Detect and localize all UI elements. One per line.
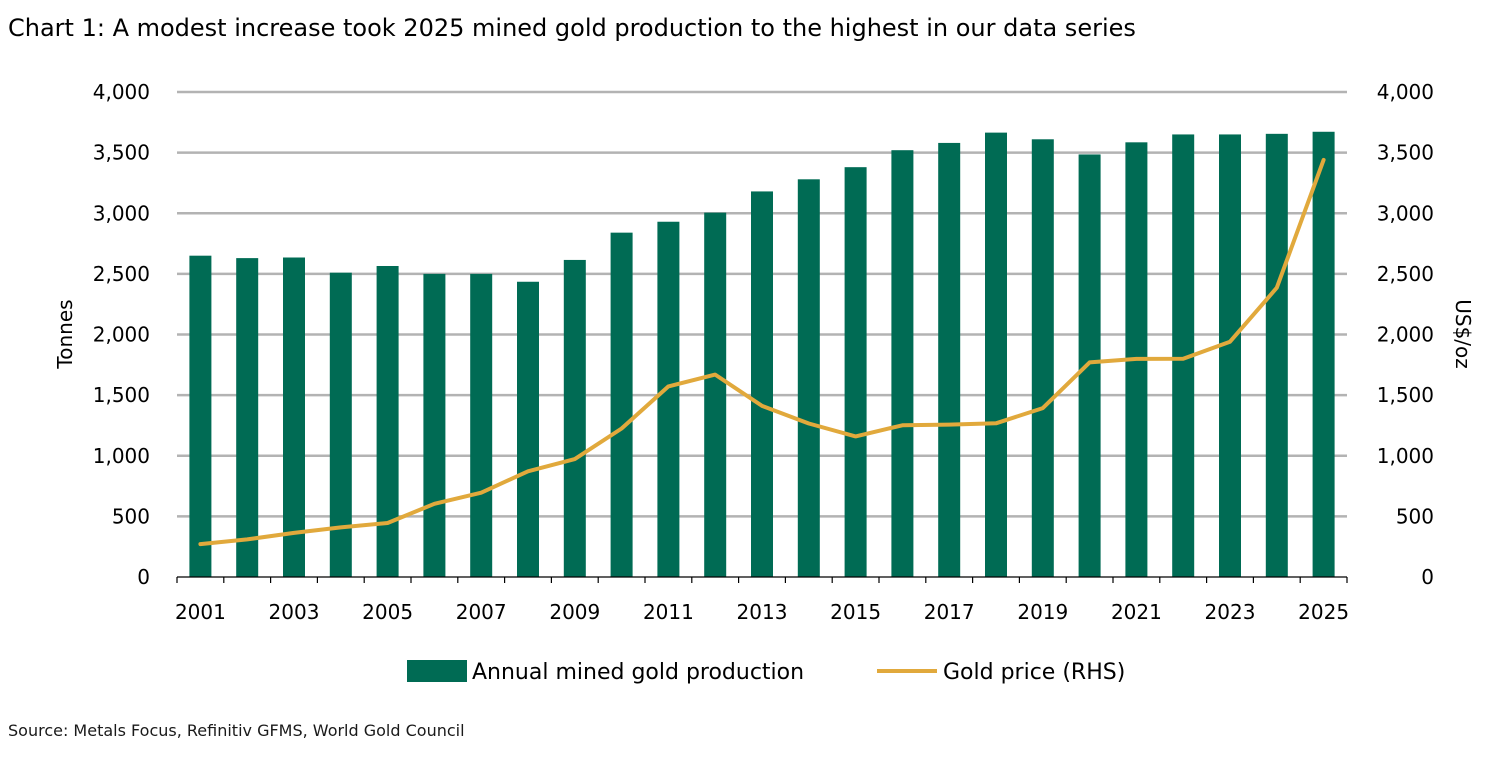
bar-2007 — [470, 273, 493, 577]
y-tick-label: 1,500 — [93, 383, 150, 407]
x-tick-label: 2011 — [643, 600, 694, 624]
x-tick-label: 2017 — [924, 600, 975, 624]
bar-2015 — [844, 167, 867, 578]
y-axis-left-ticks: 0 500 1,000 1,500 2,000 2,500 3,000 3,500 4,000 — [93, 80, 150, 589]
legend-label-gold-price: Gold price (RHS) — [943, 660, 1125, 685]
bar-2005 — [376, 265, 399, 577]
gold-price-line — [198, 157, 1326, 547]
x-tick-label: 2019 — [1017, 600, 1068, 624]
bar-series — [189, 131, 1335, 578]
x-tick-label: 2023 — [1205, 600, 1256, 624]
chart-title: Chart 1: A modest increase took 2025 min… — [8, 14, 1136, 42]
line-series — [198, 157, 1326, 547]
bar-2012 — [704, 212, 727, 578]
y2-tick-label: 0 — [1421, 565, 1434, 589]
y-tick-label: 1,000 — [93, 444, 150, 468]
bar-2010 — [610, 232, 633, 577]
y2-tick-label: 2,000 — [1377, 323, 1434, 347]
y-axis-left-title: Tonnes — [53, 299, 77, 369]
x-axis-ticks: 2001 2003 2005 2007 2009 2011 2013 2015 2017 2019… — [175, 600, 1349, 624]
x-tick-label: 2025 — [1298, 600, 1349, 624]
bar-2025 — [1312, 131, 1335, 577]
bar-2023 — [1219, 134, 1241, 577]
x-axis — [176, 576, 1348, 583]
bar-2018 — [985, 132, 1007, 577]
x-tick-label: 2001 — [175, 600, 226, 624]
y2-tick-label: 1,500 — [1377, 383, 1434, 407]
bar-2019 — [1031, 139, 1054, 577]
y-tick-label: 3,500 — [93, 141, 150, 165]
y-axis-right-title: US$/oz — [1451, 299, 1475, 369]
y2-tick-label: 2,500 — [1377, 262, 1434, 286]
y2-tick-label: 1,000 — [1377, 444, 1434, 468]
x-tick-label: 2005 — [362, 600, 413, 624]
bar-2024 — [1265, 133, 1288, 578]
x-tick-label: 2003 — [269, 600, 320, 624]
y-tick-label: 2,500 — [93, 262, 150, 286]
bar-2008 — [517, 281, 539, 577]
bar-2011 — [657, 221, 680, 578]
bar-2020 — [1078, 154, 1101, 577]
bar-2013 — [751, 191, 773, 578]
legend-swatch-production — [407, 660, 467, 682]
y2-tick-label: 4,000 — [1377, 80, 1434, 104]
y2-tick-label: 3,000 — [1377, 201, 1434, 225]
y2-tick-label: 3,500 — [1377, 141, 1434, 165]
bar-2006 — [423, 273, 446, 577]
bar-2009 — [563, 259, 586, 577]
y-axis-right-ticks: 0 500 1,000 1,500 2,000 2,500 3,000 3,500 4,000 — [1377, 80, 1434, 589]
x-tick-label: 2013 — [737, 600, 788, 624]
x-tick-label: 2009 — [549, 600, 600, 624]
y-tick-label: 2,000 — [93, 323, 150, 347]
legend: Annual mined gold production Gold price … — [407, 660, 1125, 685]
bar-2016 — [891, 150, 914, 577]
y-tick-label: 500 — [112, 504, 150, 528]
bar-2004 — [329, 272, 352, 577]
x-tick-label: 2015 — [830, 600, 881, 624]
legend-label-production: Annual mined gold production — [472, 660, 804, 685]
y-tick-label: 0 — [137, 565, 150, 589]
bar-2002 — [236, 258, 259, 577]
y-tick-label: 3,000 — [93, 201, 150, 225]
bar-2001 — [189, 255, 212, 577]
y2-tick-label: 500 — [1396, 504, 1434, 528]
y-tick-label: 4,000 — [93, 80, 150, 104]
source-note: Source: Metals Focus, Refinitiv GFMS, Wo… — [8, 721, 465, 740]
bar-2022 — [1172, 134, 1195, 577]
x-tick-label: 2007 — [456, 600, 507, 624]
bar-2017 — [938, 142, 961, 578]
x-tick-label: 2021 — [1111, 600, 1162, 624]
bar-2003 — [283, 257, 305, 577]
bar-2014 — [797, 179, 820, 578]
